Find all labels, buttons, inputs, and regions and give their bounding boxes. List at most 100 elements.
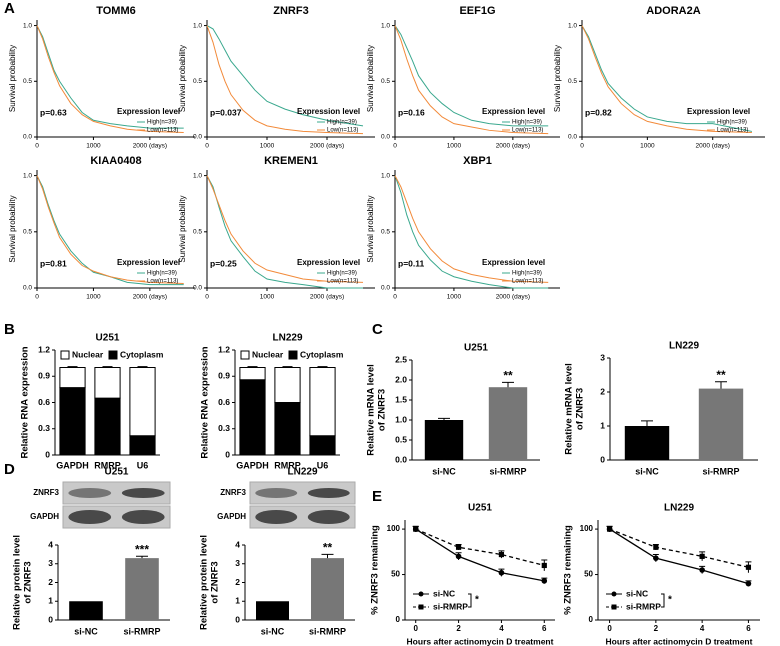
legend-label: High(n=39) bbox=[512, 271, 542, 277]
x-tick-label: si-RMRP bbox=[309, 626, 346, 636]
x-tick-label: 1000 bbox=[260, 294, 275, 301]
y-axis-label: Relative RNA expression bbox=[200, 346, 211, 458]
bar bbox=[69, 601, 103, 620]
bar-segment bbox=[59, 367, 86, 389]
y-axis-label: Survival probability bbox=[8, 45, 17, 112]
y-tick-label: 0.0 bbox=[568, 134, 577, 141]
y-tick-label: 0.5 bbox=[395, 434, 407, 444]
y-tick-label: 0.0 bbox=[193, 134, 202, 141]
chart-title: U251 bbox=[96, 333, 120, 344]
y-tick-label: 0.5 bbox=[568, 78, 577, 85]
x-tick-label: 0 bbox=[35, 294, 39, 301]
survival-curve bbox=[394, 25, 549, 135]
y-tick-label: 0 bbox=[600, 454, 605, 464]
x-axis-label: Hours after actinomycin D treatment bbox=[606, 636, 753, 646]
error-bar bbox=[438, 417, 450, 420]
legend-title: Expression level bbox=[297, 258, 360, 267]
y-tick-label: 1.0 bbox=[23, 172, 32, 179]
survival-curve bbox=[206, 175, 363, 289]
y-axis-label: of ZNRF3 bbox=[210, 561, 221, 603]
legend-label: High(n=39) bbox=[327, 120, 357, 126]
blot-band bbox=[307, 510, 350, 524]
error-bar bbox=[317, 366, 328, 368]
legend-swatch bbox=[108, 350, 118, 360]
y-axis-label: Survival probability bbox=[553, 45, 562, 112]
x-tick-label: 1000 bbox=[86, 294, 101, 301]
legend-title: Expression level bbox=[482, 107, 545, 116]
y-tick-label: 0.0 bbox=[395, 454, 407, 464]
chart-title: LN229 bbox=[272, 333, 302, 344]
bar bbox=[125, 558, 159, 620]
x-tick-label: 0 bbox=[393, 143, 397, 150]
x-tick-label: 2000 (days) bbox=[310, 143, 344, 150]
error-bar bbox=[715, 381, 727, 389]
y-tick-label: 2.0 bbox=[395, 374, 407, 384]
bar-segment bbox=[129, 367, 156, 437]
legend-label: High(n=39) bbox=[512, 120, 542, 126]
bar-segment bbox=[309, 367, 336, 437]
y-tick-label: 0.3 bbox=[218, 423, 230, 433]
x-tick-label: 2 bbox=[456, 624, 461, 633]
y-axis-label: % ZNRF3 remaining bbox=[563, 525, 574, 615]
bar-segment bbox=[129, 435, 156, 456]
x-tick-label: si-RMRP bbox=[123, 626, 160, 636]
x-tick-label: 4 bbox=[499, 624, 504, 633]
y-tick-label: 2 bbox=[600, 386, 605, 396]
x-tick-label: 0 bbox=[413, 624, 418, 633]
y-tick-label: 1 bbox=[235, 596, 240, 606]
bar-segment bbox=[309, 435, 336, 456]
y-axis-label: Relative RNA expression bbox=[20, 346, 31, 458]
y-tick-label: 0.3 bbox=[38, 423, 50, 433]
x-tick-label: si-NC bbox=[261, 626, 285, 636]
survival-curve bbox=[394, 175, 549, 283]
y-tick-label: 1.0 bbox=[193, 172, 202, 179]
x-tick-label: 1000 bbox=[447, 143, 462, 150]
y-tick-label: 0 bbox=[45, 449, 50, 459]
x-tick-label: 6 bbox=[542, 624, 547, 633]
x-tick-label: 2000 (days) bbox=[496, 143, 530, 150]
y-axis-label: of ZNRF3 bbox=[377, 389, 388, 431]
legend-swatch bbox=[240, 350, 250, 360]
x-tick-label: GAPDH bbox=[56, 460, 89, 470]
blot-strip bbox=[62, 481, 171, 505]
y-tick-label: 4 bbox=[48, 539, 53, 549]
y-axis-label: of ZNRF3 bbox=[23, 561, 34, 603]
significance: *** bbox=[135, 542, 149, 556]
legend-title: Expression level bbox=[482, 258, 545, 267]
y-tick-label: 1.0 bbox=[193, 22, 202, 29]
y-tick-label: 1.2 bbox=[38, 344, 50, 354]
y-tick-label: 4 bbox=[235, 539, 240, 549]
marker bbox=[498, 551, 505, 558]
legend-label: High(n=39) bbox=[717, 120, 747, 126]
blot-label: GAPDH bbox=[217, 512, 246, 521]
x-tick-label: si-NC bbox=[74, 626, 98, 636]
marker bbox=[541, 562, 547, 569]
x-tick-label: 0 bbox=[580, 143, 584, 150]
p-value: p=0.25 bbox=[210, 258, 237, 268]
x-tick-label: 0 bbox=[607, 624, 612, 633]
legend-label: si-RMRP bbox=[433, 601, 468, 611]
chart-title: U251 bbox=[468, 503, 492, 514]
x-tick-label: si-NC bbox=[432, 466, 456, 476]
legend-label: Low(n=113) bbox=[717, 128, 748, 134]
y-axis-label: Relative protein level bbox=[12, 535, 23, 630]
significance: ** bbox=[716, 368, 726, 382]
x-tick-label: 1000 bbox=[260, 143, 275, 150]
y-tick-label: 100 bbox=[387, 524, 401, 533]
legend-label: Cytoplasm bbox=[300, 349, 344, 359]
y-tick-label: 0.0 bbox=[23, 134, 32, 141]
marker bbox=[455, 544, 462, 550]
blot-band bbox=[68, 488, 112, 498]
legend-swatch bbox=[288, 350, 298, 360]
x-tick-label: U6 bbox=[137, 460, 149, 470]
significance: * bbox=[668, 595, 672, 606]
error-bar bbox=[641, 420, 653, 426]
x-tick-label: U6 bbox=[317, 460, 329, 470]
legend-label: Cytoplasm bbox=[120, 349, 164, 359]
error-bar bbox=[502, 381, 514, 388]
survival-curve bbox=[581, 25, 753, 132]
y-tick-label: 1 bbox=[600, 420, 605, 430]
error-bar bbox=[67, 366, 78, 368]
legend-label: High(n=39) bbox=[147, 120, 177, 126]
x-tick-label: 2000 (days) bbox=[133, 294, 167, 301]
